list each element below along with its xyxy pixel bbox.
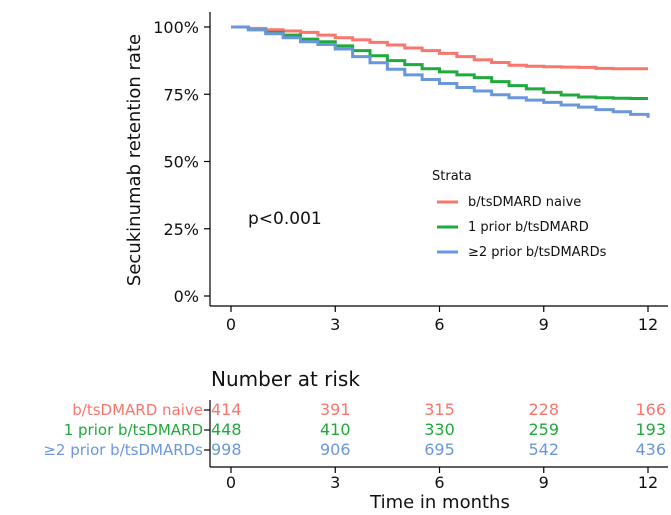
risk-count: 330 bbox=[424, 420, 455, 439]
legend-label: ≥2 prior b/tsDMARDs bbox=[468, 245, 607, 260]
risk-count: 228 bbox=[528, 400, 559, 419]
risk-count: 410 bbox=[320, 420, 351, 439]
x-tick-label: 9 bbox=[539, 315, 549, 334]
risk-count: 906 bbox=[320, 440, 351, 459]
risk-table: Number at risk b/tsDMARD naive 414 391 315 2… bbox=[43, 367, 668, 513]
series-line bbox=[231, 25, 648, 71]
risk-strata-label: 1 prior b/tsDMARD bbox=[64, 421, 203, 439]
risk-count: 448 bbox=[211, 420, 242, 439]
y-tick-label: 100% bbox=[153, 18, 199, 37]
risk-table-rows: b/tsDMARD naive 414 391 315 228 166 1 prior b/… bbox=[43, 400, 666, 459]
risk-strata-label: ≥2 prior b/tsDMARDs bbox=[43, 441, 203, 459]
risk-count: 166 bbox=[635, 400, 666, 419]
risk-x-tick-label: 9 bbox=[539, 473, 549, 492]
x-tick-label: 3 bbox=[330, 315, 340, 334]
x-tick-label: 12 bbox=[638, 315, 658, 334]
risk-x-tick-label: 6 bbox=[434, 473, 444, 492]
risk-x-axis-ticks: 0 3 6 9 12 bbox=[226, 467, 658, 492]
risk-count: 998 bbox=[211, 440, 242, 459]
legend-label: b/tsDMARD naive bbox=[468, 195, 581, 210]
risk-x-tick-label: 12 bbox=[638, 473, 658, 492]
p-value-annotation: p<0.001 bbox=[248, 209, 322, 229]
y-tick-label: 25% bbox=[163, 220, 199, 239]
risk-count: 315 bbox=[424, 400, 455, 419]
risk-count: 193 bbox=[635, 420, 666, 439]
y-axis-ticks: 0% 25% 50% 75% 100% bbox=[153, 18, 210, 306]
risk-count: 391 bbox=[320, 400, 351, 419]
risk-table-title: Number at risk bbox=[211, 367, 360, 391]
km-plot-area: Secukinumab retention rate 0% 25% 50% 75% 10… bbox=[124, 12, 668, 334]
y-tick-label: 75% bbox=[163, 85, 199, 104]
x-axis-ticks: 0 3 6 9 12 bbox=[226, 306, 658, 334]
risk-strata-label: b/tsDMARD naive bbox=[72, 401, 203, 419]
risk-x-tick-label: 0 bbox=[226, 473, 236, 492]
legend-label: 1 prior b/tsDMARD bbox=[468, 220, 589, 235]
risk-count: 259 bbox=[528, 420, 559, 439]
risk-x-tick-label: 3 bbox=[330, 473, 340, 492]
y-tick-label: 50% bbox=[163, 153, 199, 172]
risk-count: 436 bbox=[635, 440, 666, 459]
series-lines bbox=[231, 25, 650, 118]
risk-count: 542 bbox=[528, 440, 559, 459]
x-tick-label: 6 bbox=[434, 315, 444, 334]
y-axis-label: Secukinumab retention rate bbox=[124, 34, 145, 286]
series-line bbox=[231, 25, 650, 118]
risk-count: 695 bbox=[424, 440, 455, 459]
risk-count: 414 bbox=[211, 400, 242, 419]
x-axis-label: Time in months bbox=[369, 492, 510, 513]
legend-title: Strata bbox=[432, 169, 472, 184]
legend: Strata b/tsDMARD naive 1 prior b/tsDMARD ≥… bbox=[432, 169, 607, 260]
y-tick-label: 0% bbox=[174, 287, 199, 306]
x-tick-label: 0 bbox=[226, 315, 236, 334]
legend-items: b/tsDMARD naive 1 prior b/tsDMARD ≥2 prior… bbox=[437, 195, 607, 260]
